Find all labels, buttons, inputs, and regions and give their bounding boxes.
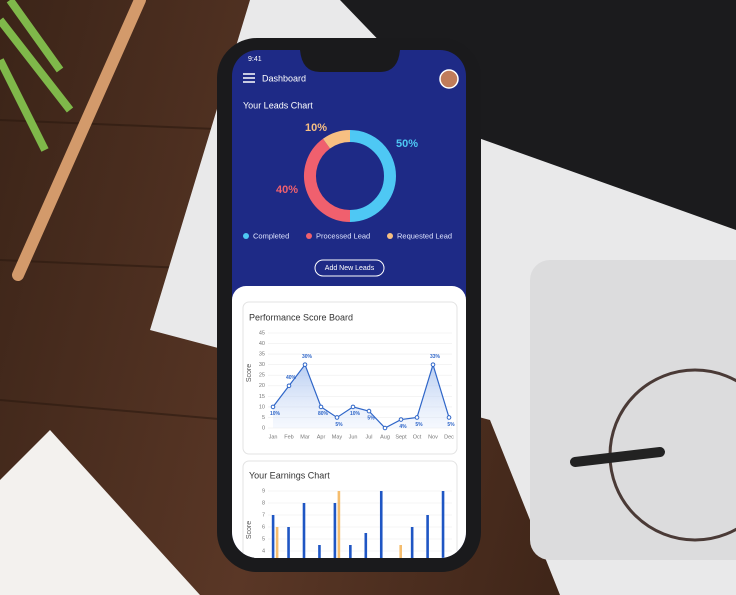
y-tick-label: 9 xyxy=(262,488,265,494)
notch xyxy=(300,50,400,72)
y-tick-label: 25 xyxy=(259,373,265,379)
y-axis-label: Score xyxy=(246,364,253,382)
legend-label: Processed Lead xyxy=(316,231,370,240)
legend-swatch xyxy=(387,233,393,239)
x-tick-label: Aug xyxy=(380,434,390,440)
avatar[interactable] xyxy=(439,69,459,89)
point xyxy=(366,408,372,414)
point-label: 40% xyxy=(286,375,297,381)
x-tick-label: Nov xyxy=(428,434,438,440)
header-title: Dashboard xyxy=(262,73,306,83)
bar xyxy=(287,527,290,558)
bar xyxy=(275,527,279,558)
value-label: 40% xyxy=(276,184,298,196)
trackpad xyxy=(530,260,736,560)
bar xyxy=(364,533,368,558)
bar xyxy=(379,491,383,558)
add-leads-label[interactable]: Add New Leads xyxy=(325,265,375,272)
pen xyxy=(12,0,146,281)
y-tick-label: 30 xyxy=(259,362,265,368)
x-tick-label: Mar xyxy=(300,434,310,440)
screen: 9:41 Dashboard Your Leads Chart Add New … xyxy=(232,50,466,558)
y-tick-label: 10 xyxy=(259,404,265,410)
bar xyxy=(318,545,321,558)
point-label: 30% xyxy=(302,354,313,360)
x-tick-label: Sept xyxy=(395,434,407,440)
y-tick-label: 15 xyxy=(259,394,265,400)
bar xyxy=(337,491,341,558)
point xyxy=(286,383,292,389)
point-label: 10% xyxy=(270,411,281,417)
point xyxy=(334,415,340,420)
bar xyxy=(426,515,429,558)
performance-title: Performance Score Board xyxy=(249,312,353,322)
x-tick-label: Oct xyxy=(413,434,422,440)
legend-swatch xyxy=(306,233,312,239)
area xyxy=(273,364,449,428)
x-tick-label: Dec xyxy=(444,434,454,440)
point xyxy=(302,362,308,367)
value-label: 50% xyxy=(396,138,418,150)
x-tick-label: Jan xyxy=(269,434,278,440)
bar xyxy=(441,491,445,558)
y-tick-label: 45 xyxy=(259,330,265,336)
point-label: 80% xyxy=(318,411,329,417)
bar xyxy=(349,545,352,558)
plant xyxy=(0,0,74,152)
point xyxy=(270,404,276,410)
bar xyxy=(302,503,306,558)
point-label: 33% xyxy=(430,354,441,360)
point xyxy=(446,415,452,420)
bar xyxy=(333,503,337,558)
y-tick-label: 0 xyxy=(262,425,265,431)
y-tick-label: 8 xyxy=(262,500,265,506)
add-leads-button[interactable] xyxy=(314,259,385,277)
x-tick-label: Jul xyxy=(365,434,372,440)
x-tick-label: May xyxy=(332,434,343,440)
donut-segment xyxy=(349,130,396,222)
point xyxy=(398,417,404,422)
legend-label: Completed xyxy=(253,231,289,240)
legend-swatch xyxy=(243,233,249,239)
y-tick-label: 35 xyxy=(259,352,265,358)
performance-card xyxy=(242,301,458,455)
y-tick-label: 5 xyxy=(262,536,265,542)
point xyxy=(318,404,324,410)
x-tick-label: Jun xyxy=(349,434,358,440)
y-tick-label: 20 xyxy=(259,383,265,389)
point xyxy=(430,362,436,367)
donut-segment xyxy=(322,130,351,149)
legend-label: Requested Lead xyxy=(397,231,452,240)
y-tick-label: 7 xyxy=(262,512,265,518)
x-tick-label: Apr xyxy=(317,434,326,440)
point xyxy=(414,415,420,420)
menu-icon[interactable] xyxy=(243,73,255,83)
y-tick-label: 6 xyxy=(262,524,265,530)
point xyxy=(382,425,388,431)
point-label: 5% xyxy=(335,422,343,428)
bar xyxy=(271,515,275,558)
leads-title: Your Leads Chart xyxy=(243,100,313,110)
bar xyxy=(410,527,414,558)
y-axis-label: Score xyxy=(246,521,253,539)
x-tick-label: Feb xyxy=(284,434,293,440)
bar xyxy=(399,545,402,558)
point-label: 4% xyxy=(399,424,407,430)
point xyxy=(350,404,356,410)
glasses-arm xyxy=(570,447,665,467)
point-label: 5% xyxy=(415,422,423,428)
y-tick-label: 5 xyxy=(262,415,265,421)
notebook xyxy=(0,430,200,595)
value-label: 10% xyxy=(305,122,327,134)
y-tick-label: 4 xyxy=(262,548,265,554)
y-tick-label: 40 xyxy=(259,341,265,347)
earnings-title: Your Earnings Chart xyxy=(249,470,330,480)
point-label: 5% xyxy=(447,422,455,428)
line xyxy=(272,362,450,429)
point-label: 5% xyxy=(367,415,375,421)
point-label: 10% xyxy=(350,411,361,417)
status-time: 9:41 xyxy=(248,56,262,63)
donut-segment xyxy=(304,138,351,222)
